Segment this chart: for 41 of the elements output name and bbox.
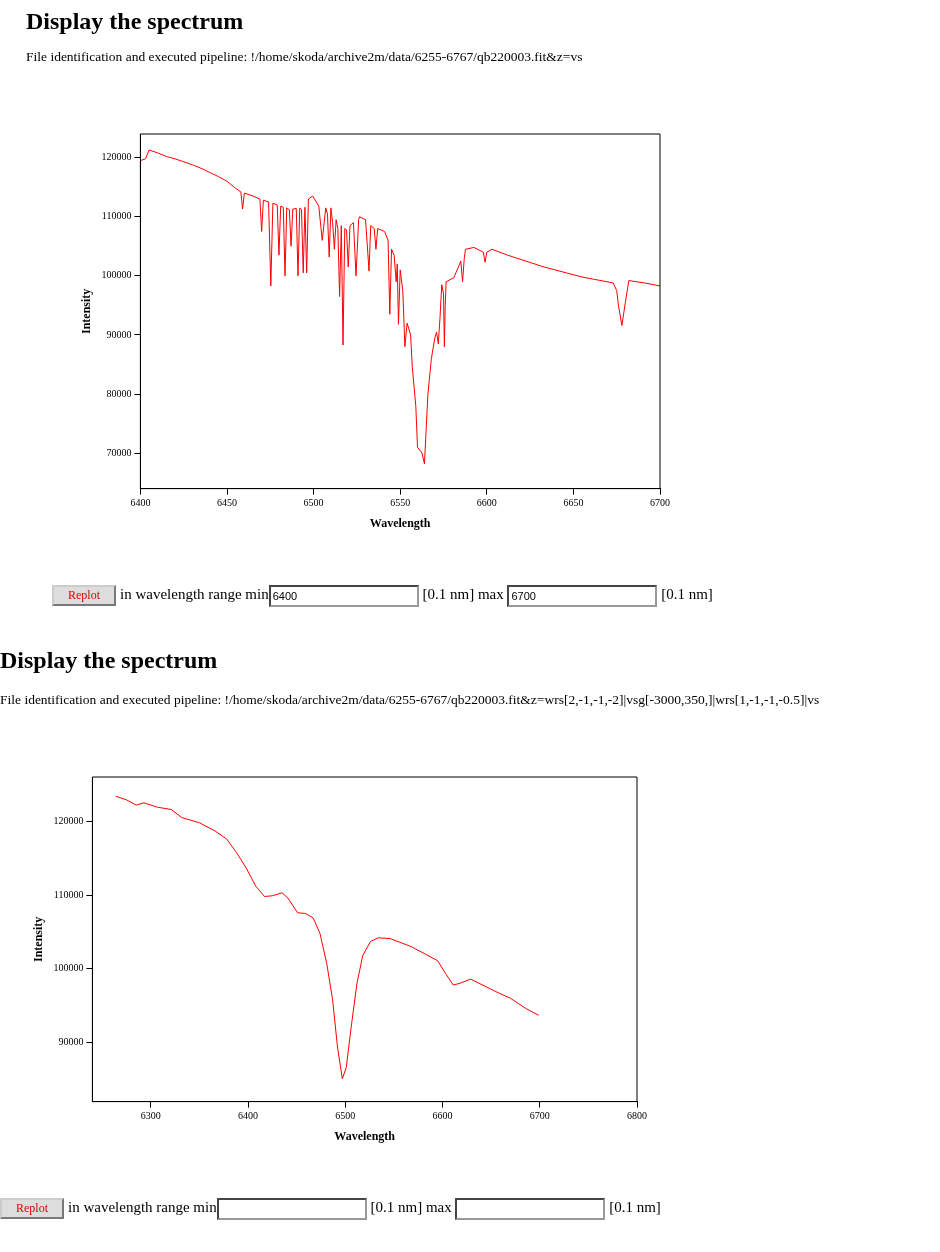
- y-tick-label: 110000: [53, 888, 84, 900]
- text: [0.1 nm] max: [369, 1199, 453, 1216]
- y-axis-title: Intensity: [79, 288, 94, 334]
- x-tick-label: 6600: [476, 497, 497, 509]
- x-tick-label: 6700: [529, 1110, 550, 1122]
- y-tick-label: 120000: [53, 814, 84, 826]
- text-field: 6400: [268, 585, 419, 607]
- y-tick-label: 100000: [101, 269, 132, 281]
- chart-title: Display the spectrum: [0, 647, 219, 674]
- text: [0.1 nm] max: [421, 586, 505, 603]
- y-tick-label: 70000: [106, 446, 132, 458]
- text: in wavelength range min: [68, 1199, 217, 1216]
- text: [0.1 nm]: [660, 586, 713, 603]
- text-field: 6700: [507, 585, 658, 607]
- chart-subtitle: File identification and executed pipeline: !/home/skoda/archive2m/data/6255-6767/qb220003.fit&z=wrs[2,-1,-1,-2]|vsg[-3000,350,]|wrs[1,-1,-1,-0.5]|vs: [0, 692, 821, 708]
- x-tick-label: 6300: [140, 1110, 161, 1122]
- y-tick-label: 110000: [101, 210, 132, 222]
- x-tick-label: 6700: [650, 497, 670, 509]
- text: in wavelength range min: [120, 586, 269, 603]
- button: Replot: [0, 1198, 64, 1220]
- x-tick-label: 6550: [390, 497, 411, 509]
- chart-subtitle: File identification and executed pipeline: !/home/skoda/archive2m/data/6255-6767/qb220003.fit&z=vs: [26, 49, 584, 65]
- y-axis-title: Intensity: [31, 916, 46, 962]
- x-tick-label: 6800: [627, 1110, 647, 1122]
- x-axis-title: Wavelength: [334, 1128, 396, 1143]
- y-tick-label: 120000: [101, 151, 132, 163]
- x-tick-label: 6500: [335, 1110, 356, 1122]
- y-tick-label: 90000: [58, 1036, 84, 1048]
- x-tick-label: 6400: [238, 1110, 258, 1122]
- button: Replot: [52, 585, 116, 607]
- y-tick-label: 100000: [53, 962, 84, 974]
- x-tick-label: 6600: [432, 1110, 453, 1122]
- chart-title: Display the spectrum: [26, 8, 245, 35]
- x-tick-label: 6650: [563, 497, 584, 509]
- x-tick-label: 6450: [217, 497, 237, 509]
- y-tick-label: 90000: [106, 328, 132, 340]
- x-axis-title: Wavelength: [369, 515, 431, 530]
- y-tick-label: 80000: [106, 387, 132, 399]
- x-tick-label: 6500: [303, 497, 324, 509]
- x-tick-label: 6400: [130, 497, 151, 509]
- text: [0.1 nm]: [608, 1199, 661, 1216]
